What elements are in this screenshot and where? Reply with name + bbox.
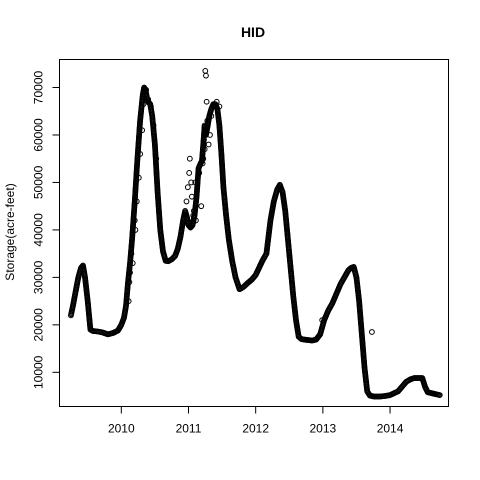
data-point — [135, 174, 142, 181]
data-point — [369, 329, 375, 335]
data-point — [132, 227, 139, 233]
y-tick-label: 20000 — [32, 308, 46, 342]
data-point — [150, 122, 157, 129]
data-point — [184, 184, 191, 191]
data-point — [127, 269, 133, 276]
data-point — [201, 146, 208, 153]
y-axis: 10000 20000 30000 40000 50000 60000 70000 — [32, 70, 60, 389]
x-tick-label: 2011 — [176, 422, 202, 436]
y-tick-label: 60000 — [32, 118, 46, 152]
data-point — [186, 170, 193, 176]
data-point — [319, 317, 326, 324]
data-point — [147, 103, 154, 110]
data-point — [128, 250, 135, 257]
y-axis-label: Storage(acre-feet) — [3, 183, 17, 280]
data-point — [140, 101, 147, 108]
data-point — [205, 120, 211, 127]
data-point — [207, 132, 213, 138]
y-tick-label: 50000 — [32, 165, 46, 199]
data-point — [183, 198, 190, 205]
data-point — [182, 212, 189, 219]
x-tick-label: 2010 — [108, 422, 135, 436]
data-point — [204, 117, 211, 124]
y-tick-label: 30000 — [32, 260, 46, 294]
y-tick-label: 70000 — [32, 70, 46, 104]
data-point — [145, 96, 152, 103]
data-point — [216, 103, 223, 110]
data-point — [188, 179, 195, 186]
y-tick-label: 40000 — [32, 213, 46, 247]
data-point — [208, 113, 215, 119]
y-tick-label: 10000 — [32, 355, 46, 389]
data-point — [202, 67, 209, 74]
data-point — [153, 155, 160, 162]
data-point — [143, 86, 150, 93]
data-point — [201, 136, 207, 143]
data-point — [139, 127, 146, 134]
plot-frame — [59, 59, 449, 407]
data-point — [194, 184, 201, 191]
data-point — [133, 198, 140, 205]
data-point — [200, 155, 207, 162]
data-point — [205, 141, 212, 148]
data-point — [129, 260, 136, 267]
data-point — [213, 98, 220, 105]
data-point — [198, 203, 205, 210]
data-point — [211, 103, 217, 110]
data-point — [125, 298, 132, 305]
x-tick-label: 2012 — [242, 422, 269, 436]
chart-title: HID — [241, 24, 265, 40]
x-tick-label: 2014 — [377, 422, 404, 436]
x-axis: 2010 2011 2012 2013 2014 — [108, 406, 404, 436]
data-point — [126, 279, 133, 286]
data-points — [68, 67, 443, 400]
data-point — [192, 217, 199, 224]
data-point — [203, 72, 209, 79]
data-point — [190, 208, 197, 214]
data-point — [137, 151, 144, 157]
data-point — [192, 179, 199, 186]
data-point — [131, 217, 138, 224]
data-point — [203, 98, 210, 105]
data-point — [196, 170, 203, 176]
x-tick-label: 2013 — [310, 422, 337, 436]
data-point — [436, 392, 443, 399]
data-point — [186, 155, 193, 162]
data-point — [188, 193, 195, 200]
